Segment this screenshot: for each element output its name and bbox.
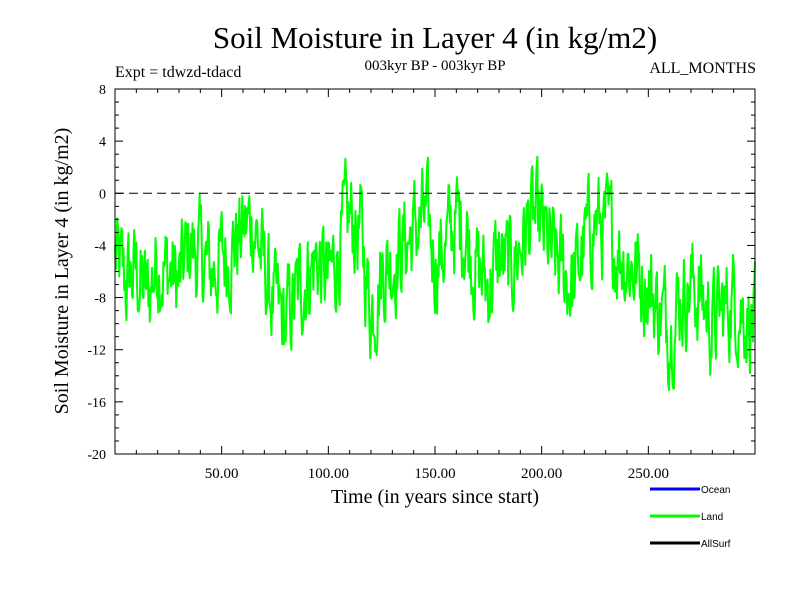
x-axis-label: Time (in years since start) — [331, 486, 539, 508]
x-tick-label: 150.00 — [414, 466, 455, 482]
x-tick-label: 50.00 — [205, 466, 239, 482]
chart-title: Soil Moisture in Layer 4 (in kg/m2) — [213, 20, 657, 55]
y-tick-label: -16 — [87, 396, 106, 411]
y-tick-label: 8 — [99, 83, 106, 98]
x-tick-label: 250.00 — [628, 466, 669, 482]
months-label: ALL_MONTHS — [649, 60, 756, 77]
legend-label-ocean: Ocean — [701, 485, 730, 496]
y-tick-label: -12 — [87, 344, 106, 359]
legend-label-land: Land — [701, 512, 723, 523]
chart-subtitle: 003kyr BP - 003kyr BP — [364, 58, 505, 74]
y-tick-label: 4 — [99, 135, 106, 150]
x-tick-label: 200.00 — [521, 466, 562, 482]
x-tick-label: 100.00 — [308, 466, 349, 482]
series-line-land — [114, 155, 756, 392]
legend: Ocean Land AllSurf — [650, 485, 731, 550]
y-tick-label: -8 — [94, 292, 106, 307]
y-axis-label: Soil Moisture in Layer 4 (in kg/m2) — [51, 128, 73, 415]
y-tick-label: -20 — [87, 448, 106, 463]
plot-area: 8 4 0 -4 -8 -12 -16 -20 50.00 100.00 150.00 200.00 2… — [87, 83, 756, 482]
experiment-label: Expt = tdwzd-tdacd — [115, 64, 241, 81]
legend-label-allsurf: AllSurf — [701, 539, 731, 550]
y-tick-label: 0 — [99, 187, 106, 202]
y-tick-label: -4 — [94, 239, 106, 254]
